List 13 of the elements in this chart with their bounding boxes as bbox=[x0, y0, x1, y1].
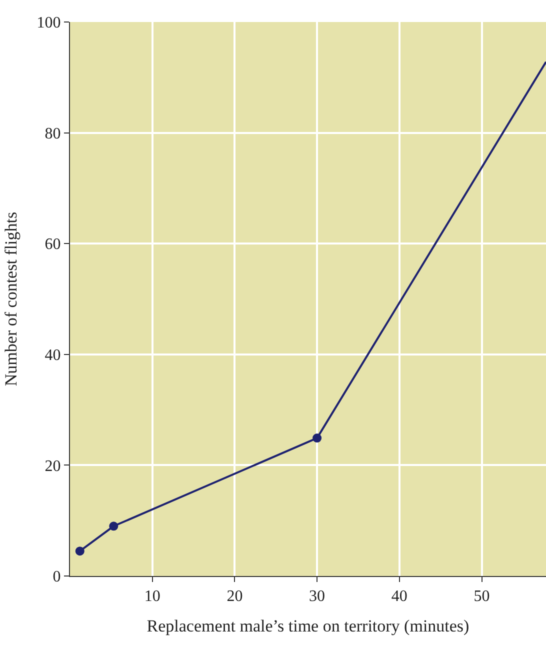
x-tick-label: 20 bbox=[226, 588, 243, 606]
y-tick-label: 40 bbox=[44, 347, 61, 364]
x-tick-label: 30 bbox=[309, 588, 326, 606]
y-axis-title: Number of contest flights bbox=[1, 212, 20, 386]
y-tick-label: 0 bbox=[52, 568, 61, 586]
y-tick-label: 80 bbox=[44, 125, 61, 142]
y-tick-label: 100 bbox=[36, 14, 61, 32]
x-tick-label: 10 bbox=[144, 588, 160, 606]
x-tick-label: 50 bbox=[474, 588, 490, 606]
x-tick-label: 40 bbox=[391, 588, 408, 606]
y-tick-label: 20 bbox=[44, 458, 61, 475]
y-tick-label: 60 bbox=[44, 236, 61, 254]
x-axis-title: Replacement male’s time on territory (minutes) bbox=[146, 616, 470, 636]
